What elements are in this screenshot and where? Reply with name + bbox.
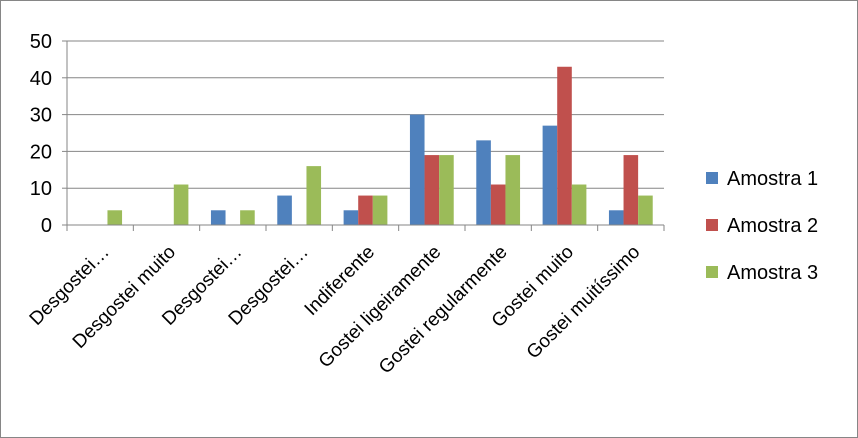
legend-label: Amostra 1: [727, 168, 818, 190]
bar-amostra-1-2: [210, 210, 226, 225]
bar-amostra-3-1: [173, 184, 189, 225]
bar-amostra-3-0: [107, 210, 123, 225]
bar-amostra-1-6: [476, 140, 491, 225]
bar-amostra-3-6: [505, 155, 521, 225]
bar-amostra-1-8: [608, 210, 624, 225]
x-category-labels: Desgostei…Desgostei muitoDesgostei…Desgo…: [26, 242, 645, 379]
bars: [107, 66, 653, 225]
legend-swatch: [706, 172, 718, 184]
y-tick-label: 20: [30, 141, 52, 163]
bar-amostra-2-8: [623, 155, 639, 225]
bar-amostra-1-3: [277, 195, 292, 225]
x-category-label: Gostei muitíssimo: [523, 242, 645, 364]
y-tick-label: 0: [41, 215, 52, 237]
bar-amostra-3-7: [571, 184, 587, 225]
y-tick-label: 30: [30, 105, 52, 127]
y-tick-label: 10: [30, 178, 52, 200]
x-category-label: Gostei ligeiramente: [315, 242, 446, 373]
legend-swatch: [706, 266, 718, 278]
y-tick-label: 40: [30, 68, 52, 90]
bar-amostra-3-2: [240, 210, 255, 225]
bar-amostra-2-6: [490, 184, 506, 225]
bar-amostra-3-3: [306, 166, 322, 225]
bar-amostra-3-4: [372, 195, 388, 225]
bar-amostra-2-5: [424, 155, 440, 225]
legend-label: Amostra 3: [727, 262, 818, 284]
y-tick-label: 50: [30, 31, 52, 53]
axes: [62, 40, 665, 231]
gridlines: [67, 40, 664, 189]
legend-label: Amostra 2: [727, 215, 818, 237]
bar-amostra-2-4: [358, 195, 373, 225]
bar-amostra-1-5: [409, 114, 425, 225]
legend: Amostra 1 Amostra 2 Amostra 3: [706, 168, 818, 284]
legend-swatch: [706, 219, 718, 231]
bar-amostra-3-5: [439, 155, 454, 225]
bar-amostra-1-4: [343, 210, 359, 225]
bar-amostra-1-7: [542, 125, 558, 225]
bar-amostra-3-8: [638, 195, 653, 225]
y-tick-labels: 0 10 20 30 40 50: [30, 31, 52, 237]
bar-amostra-2-7: [557, 66, 572, 225]
x-category-label: Gostei regularmente: [375, 242, 512, 379]
